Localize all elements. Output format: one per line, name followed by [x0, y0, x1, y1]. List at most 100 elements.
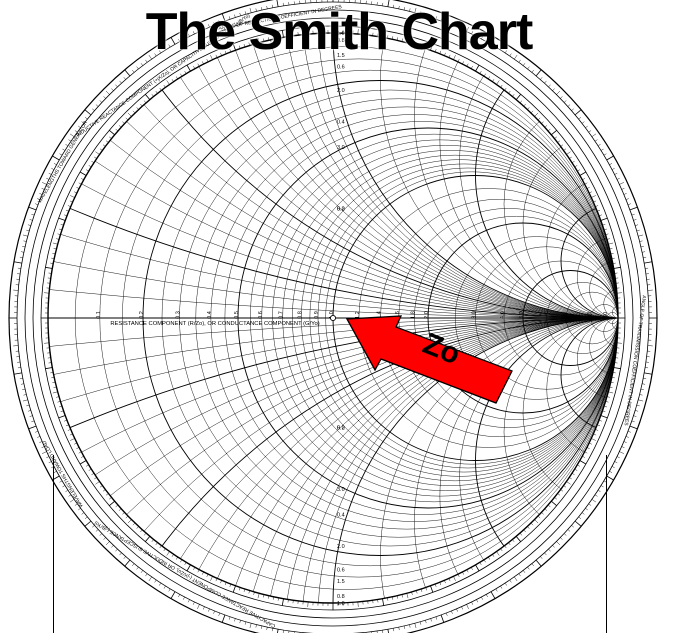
scale-tick	[625, 436, 629, 438]
scale-tick	[600, 415, 608, 419]
left-border-line	[53, 455, 54, 633]
scale-tick	[619, 182, 625, 185]
scale-tick	[46, 456, 50, 459]
scale-tick	[244, 621, 247, 625]
zo-callout: Zo	[345, 315, 513, 404]
scale-tick	[535, 69, 542, 77]
scale-tick	[552, 88, 555, 91]
scale-tick	[382, 30, 385, 38]
scale-tick	[145, 59, 148, 63]
scale-tick	[640, 246, 644, 248]
scale-tick	[45, 367, 53, 370]
scale-tick	[37, 198, 41, 200]
reactance-label: 0.6	[337, 65, 345, 71]
scale-tick	[627, 431, 631, 433]
reactance-arc	[459, 33, 618, 319]
scale-tick	[574, 520, 582, 527]
scale-tick	[387, 629, 389, 633]
scale-tick	[496, 551, 500, 556]
scale-tick	[625, 198, 629, 200]
scale-tick	[623, 441, 627, 443]
scale-tick	[552, 545, 555, 548]
scale-tick	[522, 570, 526, 573]
scale-tick	[600, 217, 608, 221]
scale-tick	[239, 620, 241, 624]
scale-tick	[41, 188, 45, 190]
scale-tick	[544, 552, 547, 556]
scale-tick	[105, 541, 110, 546]
scale-tick	[616, 456, 620, 459]
scale-tick	[566, 151, 571, 155]
scale-tick	[266, 5, 268, 9]
reactance-arc	[475, 317, 618, 603]
scale-tick	[79, 171, 87, 176]
scale-tick	[84, 520, 92, 527]
scale-tick	[579, 460, 587, 465]
scale-tick	[119, 80, 122, 84]
scale-tick	[111, 88, 114, 91]
reactance-arc	[603, 317, 618, 347]
scale-tick	[109, 500, 115, 507]
scale-tick	[631, 213, 635, 216]
scale-tick	[22, 234, 28, 237]
scale-tick	[35, 203, 39, 205]
right-border-line	[606, 455, 607, 633]
scale-tick	[636, 229, 640, 232]
scale-tick	[430, 618, 432, 622]
scale-tick	[548, 548, 551, 552]
scale-tick	[115, 84, 118, 88]
scale-tick	[591, 195, 596, 198]
scale-tick	[144, 94, 151, 100]
scale-tick	[456, 24, 458, 28]
scale-tick	[527, 66, 530, 70]
reactance-arc	[414, 33, 618, 319]
scale-tick	[619, 451, 625, 454]
scale-tick	[471, 601, 474, 605]
scale-tick	[644, 261, 653, 264]
scale-tick	[69, 499, 75, 503]
resistance-label: 0.8	[297, 311, 303, 319]
scale-tick	[425, 12, 427, 16]
scale-tick	[574, 109, 582, 116]
scale-tick	[600, 148, 604, 151]
scale-tick	[221, 614, 226, 623]
scale-tick	[148, 576, 152, 582]
scale-tick	[111, 545, 114, 548]
scale-tick	[70, 195, 75, 198]
scale-tick	[213, 610, 215, 614]
scale-tick	[123, 77, 126, 80]
scale-tick	[266, 627, 268, 631]
scale-tick	[643, 378, 647, 380]
scale-tick	[95, 481, 100, 485]
scale-tick	[639, 394, 643, 396]
resistance-label: 0.2	[139, 311, 145, 319]
reactance-label: 3.0	[337, 487, 345, 493]
scale-tick	[475, 64, 480, 72]
reactance-label: 0.4	[337, 513, 345, 519]
scale-tick	[52, 475, 60, 481]
reactance-label: 0.6	[337, 567, 345, 573]
scale-tick	[255, 8, 257, 12]
scale-tick	[257, 593, 260, 599]
scale-tick	[621, 188, 625, 190]
scale-tick	[213, 22, 215, 26]
scale-tick	[581, 121, 585, 124]
scale-tick	[585, 507, 588, 511]
scale-tick	[210, 55, 213, 60]
scale-tick	[192, 31, 195, 35]
scale-tick	[531, 563, 534, 567]
outer-scale-label-bottom: CAPACITIVE REACTANCE COMPONENT (-jX/Zo),…	[93, 519, 276, 628]
scale-tick	[13, 261, 22, 264]
reactance-label: 0.8	[337, 38, 345, 44]
scale-tick	[461, 606, 463, 610]
reactance-arc	[380, 33, 618, 319]
scale-tick	[393, 628, 395, 632]
scale-tick	[99, 533, 103, 536]
scale-tick	[403, 7, 405, 11]
reactance-label: 1.0	[337, 601, 345, 607]
scale-tick	[109, 129, 115, 136]
reactance-value-labels: 0.20.20.40.40.60.60.80.81.01.01.51.52.02…	[337, 31, 345, 607]
scale-tick	[563, 100, 567, 103]
scale-tick	[579, 171, 587, 176]
